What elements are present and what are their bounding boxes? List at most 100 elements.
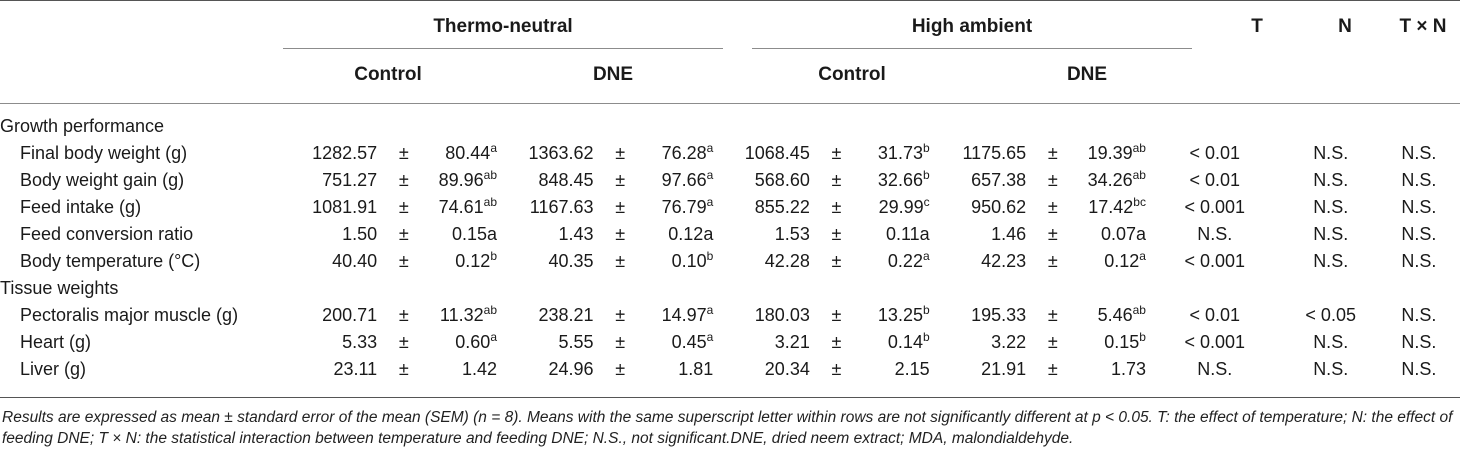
- sem-value: 0.12: [1104, 251, 1140, 271]
- plus-minus: ±: [398, 359, 409, 379]
- sem-cell: 0.22a: [863, 248, 930, 275]
- stat-value: N.S.: [1313, 224, 1349, 244]
- sem-value: 19.39: [1087, 143, 1133, 163]
- significance-letter: a: [706, 195, 714, 209]
- significance-letter: a: [1139, 249, 1146, 263]
- mean-value: 848.45: [538, 170, 594, 190]
- significance-letter: a: [490, 141, 497, 155]
- plus-minus: ±: [1047, 359, 1058, 379]
- sem-cell: 0.12a: [647, 221, 714, 248]
- mean-value: 1081.91: [312, 197, 378, 217]
- subheader-control-ha: Control: [818, 64, 886, 85]
- plus-minus: ±: [615, 359, 626, 379]
- significance-letter: c: [923, 195, 930, 209]
- plus-minus: ±: [1047, 251, 1058, 271]
- plus-minus: ±: [615, 197, 626, 217]
- significance-letter: ab: [1132, 168, 1146, 182]
- mean-value: 23.11: [333, 359, 378, 379]
- row-label: Body temperature (°C): [20, 251, 201, 271]
- plus-minus: ±: [831, 332, 842, 352]
- sem-value: 1.42: [461, 359, 497, 379]
- sem-value: 0.12a: [668, 224, 714, 244]
- mean-value: 40.40: [332, 251, 378, 271]
- row-label: Feed intake (g): [20, 197, 142, 217]
- section-row: Growth performance: [0, 113, 1460, 140]
- mean-value: 180.03: [754, 305, 810, 325]
- header-high-ambient: High ambient: [911, 16, 1033, 37]
- stat-value: N.S.: [1401, 197, 1437, 217]
- stat-value: N.S.: [1197, 359, 1233, 379]
- stat-value: < 0.05: [1305, 305, 1356, 325]
- plus-minus: ±: [831, 251, 842, 271]
- sem-cell: 74.61ab: [430, 194, 497, 221]
- plus-minus: ±: [398, 332, 409, 352]
- sem-cell: 34.26ab: [1079, 167, 1146, 194]
- mean-value: 751.27: [322, 170, 378, 190]
- plus-minus: ±: [831, 170, 842, 190]
- stat-value: N.S.: [1401, 305, 1437, 325]
- sem-cell: 1.81: [647, 356, 713, 383]
- sem-cell: 19.39ab: [1079, 140, 1146, 167]
- section-title: Tissue weights: [0, 278, 119, 298]
- mean-value: 950.62: [971, 197, 1027, 217]
- plus-minus: ±: [831, 359, 842, 379]
- results-table: Growth performance Final body weight (g) 1…: [0, 113, 1460, 383]
- sem-value: 74.61: [438, 197, 484, 217]
- row-label: Liver (g): [20, 359, 87, 379]
- significance-letter: b: [922, 141, 930, 155]
- header-stat-t: T: [1251, 16, 1263, 37]
- sem-cell: 0.15a: [430, 221, 497, 248]
- plus-minus: ±: [398, 170, 409, 190]
- mean-value: 3.21: [774, 332, 810, 352]
- significance-letter: b: [922, 330, 930, 344]
- sem-value: 2.15: [894, 359, 930, 379]
- significance-letter: a: [490, 330, 497, 344]
- mean-value: 40.35: [548, 251, 594, 271]
- sem-cell: 29.99c: [863, 194, 930, 221]
- stat-value: < 0.001: [1184, 251, 1246, 271]
- sem-cell: 0.12a: [1079, 248, 1146, 275]
- sem-cell: 80.44a: [430, 140, 497, 167]
- mean-value: 5.55: [558, 332, 594, 352]
- plus-minus: ±: [831, 143, 842, 163]
- significance-letter: a: [706, 141, 714, 155]
- sem-cell: 13.25b: [863, 302, 930, 329]
- stat-value: N.S.: [1313, 170, 1349, 190]
- mean-value: 1.50: [342, 224, 378, 244]
- sem-cell: 1.73: [1079, 356, 1146, 383]
- stat-value: N.S.: [1313, 359, 1349, 379]
- sem-value: 17.42: [1088, 197, 1134, 217]
- row-label: Feed conversion ratio: [20, 224, 194, 244]
- stat-value: < 0.001: [1184, 332, 1246, 352]
- sem-cell: 5.46ab: [1079, 302, 1146, 329]
- stat-value: N.S.: [1401, 251, 1437, 271]
- stat-value: < 0.01: [1189, 305, 1241, 325]
- sem-value: 0.11a: [885, 224, 930, 244]
- sem-value: 13.25: [877, 305, 923, 325]
- sem-cell: 0.07a: [1079, 221, 1146, 248]
- stat-value: N.S.: [1401, 224, 1437, 244]
- significance-letter: ab: [483, 195, 497, 209]
- header-stat-txn: T × N: [1399, 16, 1447, 37]
- mean-value: 1167.63: [529, 197, 594, 217]
- stat-value: < 0.01: [1189, 143, 1241, 163]
- significance-letter: a: [922, 249, 930, 263]
- stat-value: < 0.01: [1189, 170, 1241, 190]
- sem-value: 97.66: [661, 170, 707, 190]
- table-footnote: Results are expressed as mean ± standard…: [2, 409, 1453, 447]
- significance-letter: ab: [1132, 141, 1146, 155]
- sem-value: 32.66: [877, 170, 923, 190]
- plus-minus: ±: [831, 197, 842, 217]
- significance-letter: ab: [483, 168, 497, 182]
- section-title: Growth performance: [0, 116, 165, 136]
- header-thermo-neutral: Thermo-neutral: [433, 16, 573, 37]
- plus-minus: ±: [398, 197, 409, 217]
- row-label: Final body weight (g): [20, 143, 188, 163]
- sem-value: 76.28: [661, 143, 707, 163]
- significance-letter: b: [706, 249, 714, 263]
- mean-value: 24.96: [548, 359, 594, 379]
- table-row: Body weight gain (g) 751.27 ±89.96ab 848.45…: [0, 167, 1460, 194]
- mean-value: 238.21: [538, 305, 594, 325]
- significance-letter: ab: [1132, 303, 1146, 317]
- header-bottom-border: [0, 103, 1460, 104]
